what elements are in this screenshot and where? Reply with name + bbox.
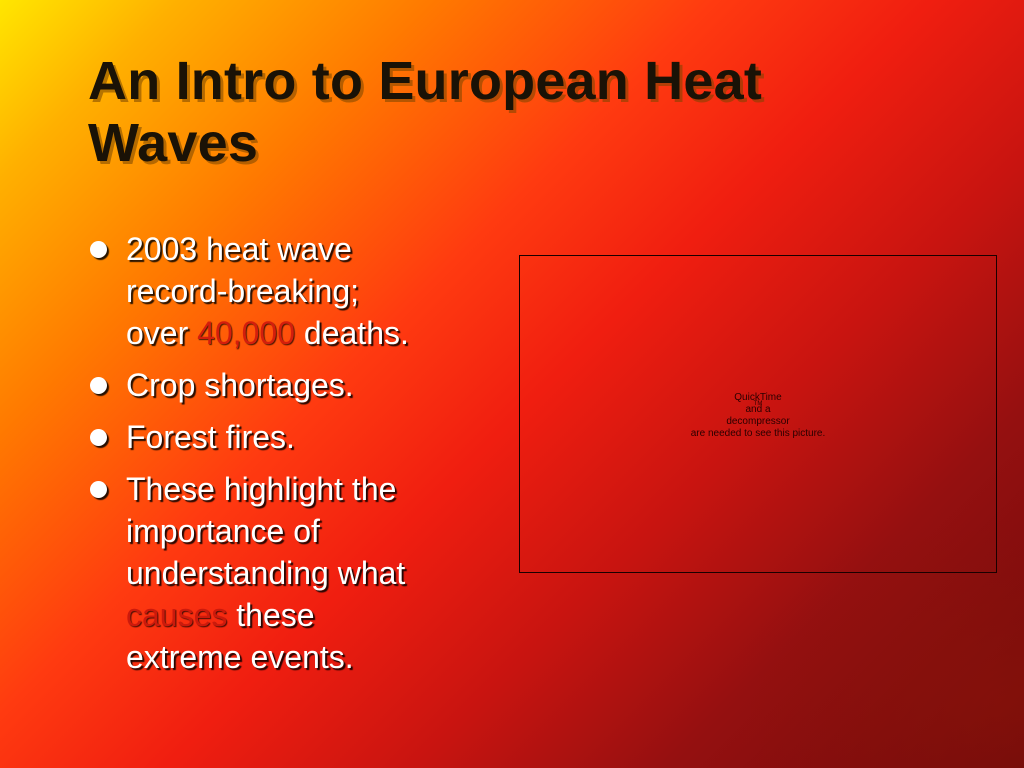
placeholder-caption: QuickTime TM and a decompressor are neede… <box>520 392 996 440</box>
placeholder-line-3: are needed to see this picture. <box>690 428 826 439</box>
placeholder-text: and a <box>745 404 771 415</box>
bullet-item-crop-shortages: Crop shortages. <box>86 364 506 406</box>
bullet-text: deaths. <box>295 315 409 351</box>
bullet-text: Forest fires. <box>126 419 295 455</box>
bullet-icon <box>90 241 107 258</box>
bullet-item-heat-wave: 2003 heat wave record-breaking; over 40,… <box>86 228 506 354</box>
bullet-text: extreme events. <box>126 639 354 675</box>
bullet-text: record-breaking; <box>126 273 359 309</box>
bullet-text: understanding what <box>126 555 406 591</box>
causes-highlight: causes <box>126 597 228 633</box>
bullet-text: these <box>227 597 315 633</box>
placeholder-text: QuickTime <box>734 392 782 403</box>
title-line-2: Waves <box>88 113 259 173</box>
slide-title: An Intro to European Heat Waves <box>88 50 948 174</box>
bullet-list: 2003 heat wave record-breaking; over 40,… <box>86 228 506 688</box>
picture-placeholder: QuickTime TM and a decompressor are neede… <box>519 255 997 573</box>
bullet-text: over <box>126 315 198 351</box>
bullet-item-forest-fires: Forest fires. <box>86 416 506 458</box>
placeholder-line-1: QuickTime TM and a <box>520 392 996 416</box>
bullet-text: 2003 heat wave <box>126 231 352 267</box>
bullet-text: Crop shortages. <box>126 367 354 403</box>
placeholder-line-2: decompressor <box>726 416 790 427</box>
bullet-icon <box>90 429 107 446</box>
bullet-text: These highlight the <box>126 471 397 507</box>
death-count: 40,000 <box>197 315 296 351</box>
bullet-text: importance of <box>126 513 320 549</box>
title-line-1: An Intro to European Heat <box>88 51 763 111</box>
bullet-icon <box>90 377 107 394</box>
bullet-icon <box>90 481 107 498</box>
bullet-item-importance: These highlight the importance of unders… <box>86 468 506 678</box>
